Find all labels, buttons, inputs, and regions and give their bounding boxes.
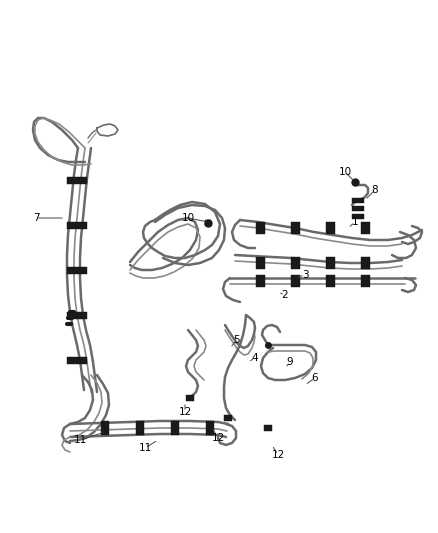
Bar (255, 257, 265, 269)
Bar (325, 222, 335, 234)
Bar (67, 311, 87, 319)
Text: 3: 3 (302, 270, 308, 280)
Text: 5: 5 (234, 335, 240, 345)
Bar (255, 275, 265, 287)
Text: 1: 1 (352, 217, 358, 227)
Bar (206, 421, 214, 435)
Text: 8: 8 (372, 185, 378, 195)
Text: 12: 12 (178, 407, 192, 417)
Text: 2: 2 (282, 290, 288, 300)
Bar (67, 266, 87, 273)
Bar (352, 198, 364, 203)
Bar (325, 275, 335, 287)
Bar (136, 421, 144, 435)
Bar (290, 275, 300, 287)
Bar (264, 425, 272, 431)
Text: 12: 12 (212, 433, 225, 443)
Bar (67, 176, 87, 183)
Bar (360, 275, 370, 287)
Text: 10: 10 (181, 213, 194, 223)
Bar (352, 214, 364, 219)
Bar (360, 257, 370, 269)
Bar (290, 257, 300, 269)
Bar (325, 257, 335, 269)
Bar (101, 421, 109, 435)
Bar (255, 222, 265, 234)
Bar (186, 395, 194, 401)
Bar (352, 206, 364, 211)
Text: 11: 11 (138, 443, 152, 453)
Bar (290, 222, 300, 234)
Bar (67, 357, 87, 364)
Text: 11: 11 (74, 435, 87, 445)
Bar (205, 220, 211, 226)
Text: 10: 10 (339, 167, 352, 177)
Bar (360, 222, 370, 234)
Bar (171, 421, 179, 435)
Text: 9: 9 (287, 357, 293, 367)
Bar (67, 222, 87, 229)
Bar (224, 415, 232, 421)
Text: 7: 7 (33, 213, 39, 223)
Text: 6: 6 (312, 373, 318, 383)
Text: 12: 12 (272, 450, 285, 460)
Text: 4: 4 (252, 353, 258, 363)
